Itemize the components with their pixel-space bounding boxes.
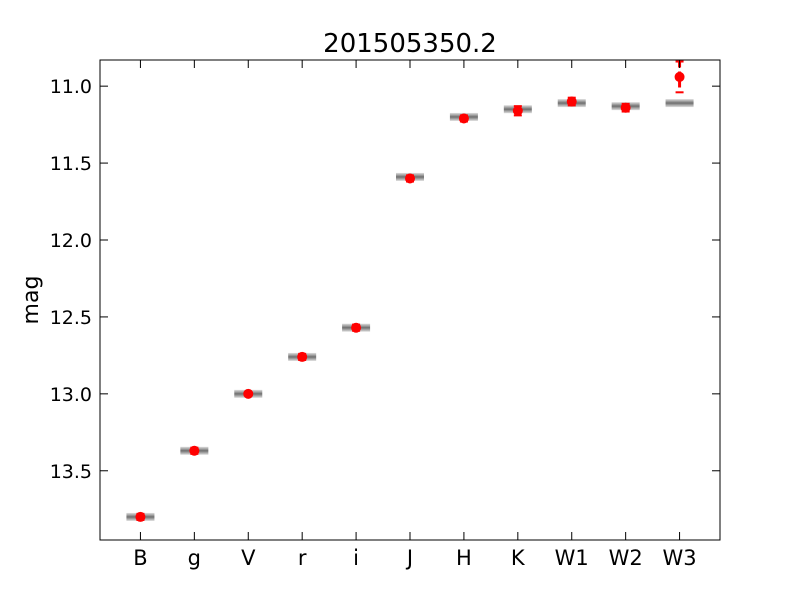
x-tick-label: K — [511, 546, 526, 570]
x-tick-label: W1 — [555, 546, 589, 570]
data-point — [674, 71, 685, 82]
data-point — [243, 388, 254, 399]
y-tick-label: 13.5 — [50, 461, 92, 483]
x-tick-label: J — [405, 546, 413, 570]
y-axis-label: mag — [19, 276, 44, 325]
data-point — [189, 445, 200, 456]
observed-layer — [135, 60, 685, 522]
x-tick-label: W2 — [609, 546, 643, 570]
x-tick-label: i — [353, 546, 359, 570]
y-tick-label: 13.0 — [50, 384, 92, 406]
model-bar — [665, 99, 694, 108]
y-tick-label: 12.0 — [50, 230, 92, 252]
data-point — [566, 96, 577, 107]
data-point — [405, 173, 415, 184]
data-point — [512, 105, 523, 116]
x-tick-label: B — [133, 546, 147, 570]
x-tick-label: r — [298, 546, 307, 570]
x-tick-label: g — [188, 546, 201, 570]
model-layer — [126, 99, 694, 521]
x-tick-label: H — [456, 546, 472, 570]
data-point — [620, 102, 631, 113]
data-point — [458, 113, 469, 124]
y-tick-label: 12.5 — [50, 307, 92, 329]
plot-frame — [99, 59, 721, 541]
data-point — [351, 322, 362, 333]
y-axis: 11.0 11.5 12.0 12.5 13.0 13.5 — [50, 76, 720, 483]
x-tick-label: W3 — [663, 546, 697, 570]
data-point — [297, 351, 308, 362]
data-point — [135, 511, 146, 522]
chart-title: 201505350.2 — [323, 29, 497, 59]
y-tick-label: 11.5 — [50, 153, 92, 175]
y-tick-label: 11.0 — [50, 76, 92, 98]
x-tick-label: V — [241, 546, 256, 570]
